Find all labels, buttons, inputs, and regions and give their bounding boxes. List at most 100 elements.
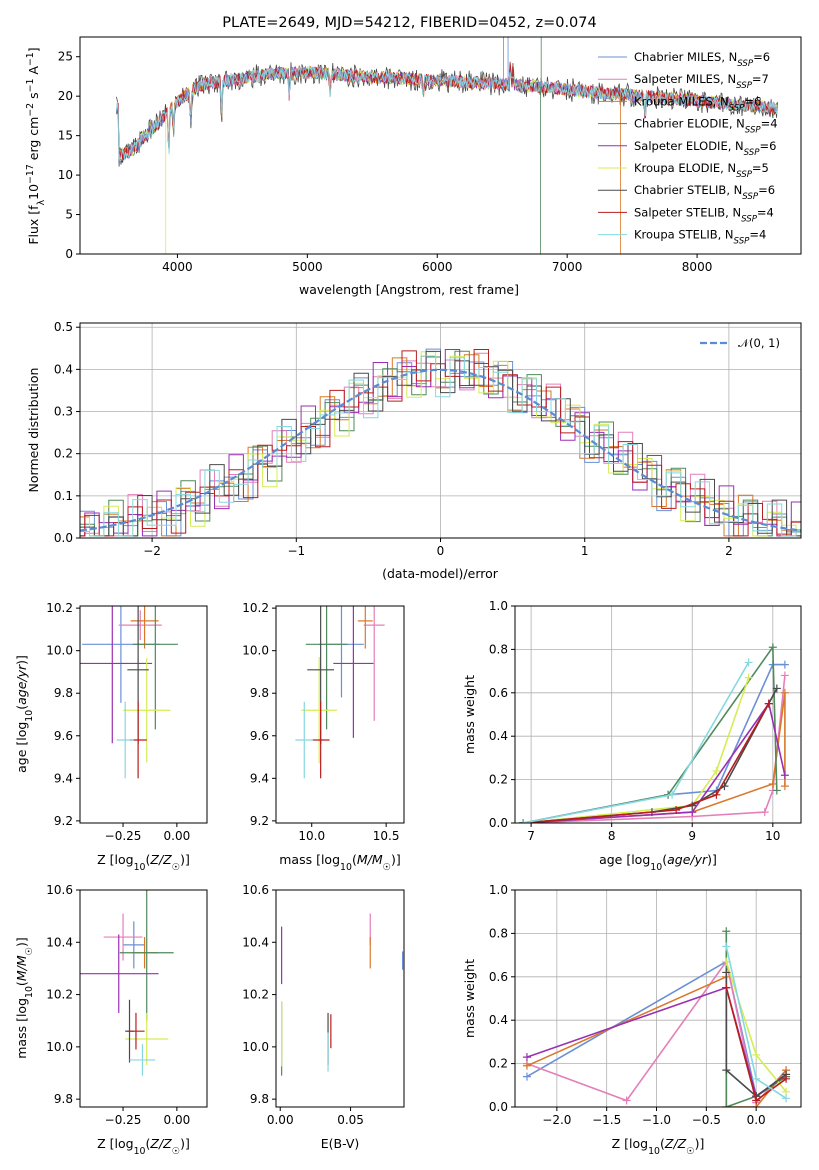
mass-weight-vs-Z-xlabel: Z [log10(Z/Z☉)]: [612, 1136, 705, 1157]
mass_vs_Z-points: [80, 890, 174, 1076]
residuals-xlabel: (data-model)/error: [382, 566, 499, 581]
legend-label-3: Chabrier ELODIE, NSSP=4: [634, 117, 778, 136]
mass_weight_vs_age-marker: [780, 771, 789, 780]
mass_weight_vs_Z-xtick-label: −2.0: [542, 1113, 571, 1127]
residuals-xtick-label: 0: [437, 544, 445, 558]
mass_weight_vs_age-xtick-label: 8: [608, 829, 616, 843]
mass_vs_ebv-ytick-label: 10.6: [242, 883, 269, 897]
mass_weight_vs_age-marker: [519, 819, 528, 823]
mass_weight_vs_Z-line-6: [725, 972, 787, 1098]
spectrum-ytick-label: 5: [65, 208, 73, 222]
spectrum-xtick-label: 4000: [162, 260, 193, 274]
mass_vs_Z-ytick-label: 9.8: [54, 1092, 73, 1106]
mass_weight_vs_Z-marker: [522, 1053, 531, 1062]
age-vs-mass-xlabel: mass [log10(M/M☉)]: [279, 852, 401, 873]
mass_weight_vs_Z-frame: [514, 889, 802, 1108]
mass_weight_vs_Z-xtick-label: −0.5: [692, 1113, 721, 1127]
mass_weight_vs_age-marker: [712, 766, 721, 775]
age_vs_Z-xtick-label: 0.00: [164, 829, 191, 843]
age_vs_mass-frame: [275, 605, 405, 824]
mass_weight_vs_age-ytick-label: 0.2: [489, 773, 508, 787]
spectrum-xtick-label: 6000: [422, 260, 453, 274]
mass_weight_vs_age-line-4: [523, 701, 786, 823]
mass-vs-Z-xlabel: Z [log10(Z/Z☉)]: [97, 1136, 190, 1157]
mass_weight_vs_age-marker: [768, 779, 777, 788]
residuals-ytick-label: 0.4: [54, 362, 73, 376]
mass_weight_vs_Z-marker: [752, 1096, 761, 1105]
age_vs_Z-ytick-label: 10.0: [46, 644, 73, 658]
legend-label-6: Chabrier STELIB, NSSP=6: [634, 183, 775, 202]
spectrum-ytick-label: 25: [58, 50, 73, 64]
mass_vs_Z-ytick-label: 10.0: [46, 1040, 73, 1054]
mass_weight_vs_Z-marker: [752, 1050, 761, 1059]
mass_vs_Z-ytick-label: 10.4: [46, 935, 73, 949]
legend-label-0: Chabrier MILES, NSSP=6: [634, 50, 770, 69]
age_vs_mass-ytick-label: 9.4: [250, 771, 269, 785]
mass_weight_vs_age-ylabel: mass weight: [462, 675, 477, 754]
mass_weight_vs_age-marker: [768, 643, 777, 652]
age_vs_Z-frame: [79, 605, 208, 824]
spectrum-xtick-label: 7000: [552, 260, 583, 274]
mass_weight_vs_age-marker: [780, 660, 789, 669]
residual-legend-label: 𝒩(0, 1): [738, 336, 780, 350]
mass-vs-Z-ylabel: mass [log10(M/M☉)]: [14, 937, 35, 1059]
mass_weight_vs_Z-marker: [522, 1072, 531, 1081]
mass_weight_vs_Z-ytick-label: 0.8: [489, 926, 508, 940]
residuals-xtick-label: 1: [581, 544, 589, 558]
residual-hist-4: [80, 349, 801, 537]
mass_weight_vs_Z-marker: [722, 942, 731, 951]
mass_weight_vs_age-frame: [514, 605, 802, 824]
residual-hist-8: [80, 355, 801, 537]
mass_vs_Z-frame: [79, 889, 208, 1108]
spectrum-ylabel: Flux [fλ10−17 erg cm−2 s−1 A−1]: [25, 47, 47, 244]
mass_weight_vs_Z-marker: [722, 927, 731, 936]
age-vs-Z-ylabel: age [log10(age/yr)]: [14, 655, 35, 773]
age_vs_Z-ytick-label: 10.2: [46, 601, 73, 615]
age_vs_mass-ytick-label: 9.6: [250, 729, 269, 743]
legend-label-2: Kroupa MILES, NSSP=6: [634, 94, 761, 113]
mass_vs_ebv-points: [281, 913, 404, 1076]
mass_vs_Z-ytick-label: 10.2: [46, 988, 73, 1002]
age_vs_mass-points: [295, 606, 385, 779]
age_vs_mass-ytick-label: 10.0: [242, 644, 269, 658]
age_vs_Z-points: [80, 606, 178, 779]
mass_vs_ebv-xtick-label: 0.00: [267, 1113, 294, 1127]
mass_weight_vs_Z-xtick-label: −1.0: [642, 1113, 671, 1127]
residuals-ytick-label: 0.5: [54, 320, 73, 334]
mass_weight_vs_age-marker: [764, 699, 773, 708]
mass_weight_vs_Z-marker: [782, 1074, 791, 1083]
mass_weight_vs_Z-ytick-label: 0.6: [489, 970, 508, 984]
mass-weight-vs-age-xlabel: age [log10(age/yr)]: [599, 852, 717, 873]
age_vs_mass-ytick-label: 10.2: [242, 601, 269, 615]
mass_vs_ebv-ytick-label: 9.8: [250, 1092, 269, 1106]
mass_vs_ebv-ytick-label: 10.2: [242, 988, 269, 1002]
mass_weight_vs_age-marker: [772, 786, 781, 795]
mass_weight_vs_Z-marker: [782, 1094, 791, 1103]
mass_weight_vs_Z-marker: [622, 1096, 631, 1105]
mass_weight_vs_age-line-5: [523, 677, 750, 823]
residuals-frame: [79, 322, 802, 539]
spectrum-plot-area: [80, 37, 801, 254]
spectrum-ytick-label: 20: [58, 89, 73, 103]
age_vs_Z-xtick-label: −0.25: [105, 829, 142, 843]
mass_weight_vs_Z-ylabel: mass weight: [462, 959, 477, 1038]
residuals-ytick-label: 0.0: [54, 531, 73, 545]
mass_weight_vs_Z-ytick-label: 0.0: [489, 1100, 508, 1114]
age_vs_mass-plot-area: [276, 606, 404, 823]
mass-vs-ebv-xlabel: E(B-V): [321, 1136, 360, 1151]
spectrum-ytick-label: 10: [58, 168, 73, 182]
spectrum-model-8: [116, 65, 778, 162]
mass_weight_vs_age-marker: [744, 658, 753, 667]
legend-label-1: Salpeter MILES, NSSP=7: [634, 72, 769, 91]
mass_weight_vs_age-plot-area: [515, 606, 801, 823]
age_vs_mass-ytick-label: 9.2: [250, 814, 269, 828]
spectrum-frame: [79, 36, 802, 255]
age_vs_mass-ytick-label: 9.8: [250, 686, 269, 700]
legend-label-4: Salpeter ELODIE, NSSP=6: [634, 139, 776, 158]
mass_vs_ebv-plot-area: [276, 890, 404, 1107]
mass_weight_vs_Z-plot-area: [515, 890, 801, 1107]
mass_weight_vs_age-ytick-label: 0.4: [489, 729, 508, 743]
residuals-xtick-label: 2: [725, 544, 733, 558]
mass_weight_vs_age-xtick-label: 9: [688, 829, 696, 843]
